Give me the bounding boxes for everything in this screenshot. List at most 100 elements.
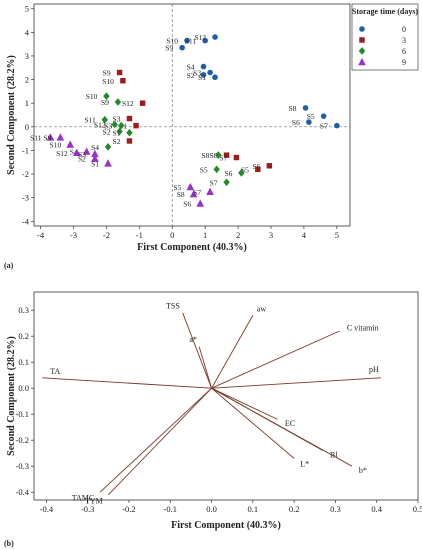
point-label: S5 <box>241 165 249 174</box>
data-point <box>56 133 65 141</box>
legend-marker <box>359 26 365 32</box>
legend-entry-label: 0 <box>402 25 406 34</box>
data-point <box>223 152 230 158</box>
data-point <box>206 187 214 195</box>
y-tick-label: -0.4 <box>16 487 30 497</box>
point-label: S5 <box>200 165 208 174</box>
data-point <box>202 37 208 44</box>
x-tick-label: 0.0 <box>206 504 217 514</box>
loading-vector <box>99 387 212 493</box>
y-tick-label: 0.0 <box>18 383 29 393</box>
data-point <box>196 199 205 207</box>
point-label: S7 <box>210 178 218 187</box>
loading-vector <box>198 346 212 389</box>
loading-vector <box>211 387 295 459</box>
point-label: S11 <box>185 37 197 46</box>
x-tick-label: 0 <box>170 230 174 240</box>
data-point <box>266 163 273 169</box>
data-point <box>104 143 112 151</box>
data-point <box>114 98 122 106</box>
loading-vector <box>182 312 212 389</box>
data-point <box>302 105 309 111</box>
y-tick-label: 0 <box>25 122 29 132</box>
x-tick-label: 0.4 <box>371 504 382 514</box>
x-tick-label: -4 <box>37 230 45 240</box>
data-point <box>186 182 195 191</box>
y-tick-label: -0.2 <box>16 435 29 445</box>
point-label: S10 <box>102 77 114 86</box>
y-tick-label: -0.1 <box>16 409 29 419</box>
data-point <box>212 74 218 81</box>
legend-entry-label: 3 <box>402 36 406 45</box>
pca-scores-panel: Second Component (28.2%) First Component… <box>4 3 418 270</box>
legend-marker <box>358 47 366 55</box>
y-tick-label: 1 <box>25 98 29 108</box>
y-tick-label: 2 <box>25 75 29 85</box>
x-tick-label: -0.4 <box>40 504 54 514</box>
point-label: S10 <box>50 141 62 150</box>
x-tick-label: 4 <box>302 230 307 240</box>
y-tick-label: -0.3 <box>16 461 29 471</box>
legend-entry-label: 6 <box>402 47 406 56</box>
vector-label: L* <box>300 460 309 469</box>
loading-vector <box>107 387 212 496</box>
point-label: S4 <box>187 63 195 72</box>
data-point <box>126 128 133 137</box>
loading-vector <box>211 330 340 389</box>
loadings-x-axis-title: First Component (40.3%) <box>171 520 281 531</box>
data-point <box>82 147 91 155</box>
point-label: S5 <box>173 183 181 192</box>
x-tick-label: 2 <box>236 230 240 240</box>
y-tick-label: 4 <box>25 27 30 37</box>
data-point <box>126 138 133 144</box>
data-point <box>189 189 198 198</box>
x-tick-label: 5 <box>335 230 339 240</box>
vector-label: TAMC <box>72 494 94 503</box>
point-label: S2 <box>113 137 121 146</box>
loading-vector <box>211 315 254 389</box>
data-point <box>103 92 110 100</box>
data-point <box>66 140 75 148</box>
point-label: S10 <box>86 92 98 101</box>
pca-loadings-panel: Second Component (28.2%) First Component… <box>4 291 422 548</box>
x-tick-label: -0.3 <box>81 504 94 514</box>
data-point <box>213 165 220 174</box>
vector-label: C vitamin <box>347 324 379 333</box>
point-label: S12 <box>56 149 68 158</box>
data-point <box>238 169 245 177</box>
legend-marker <box>359 37 365 43</box>
point-label: S3 <box>104 122 112 131</box>
data-point <box>120 78 126 84</box>
data-point <box>184 37 190 44</box>
data-point <box>255 166 261 173</box>
point-label: S1 <box>91 159 99 168</box>
data-point <box>200 72 207 78</box>
point-label: S4 <box>91 143 99 152</box>
point-label: S2 <box>103 128 111 137</box>
y-tick-label: 5 <box>25 4 29 14</box>
x-tick-label: 0.3 <box>330 504 341 514</box>
point-label: S12 <box>94 120 106 129</box>
data-point <box>72 148 81 156</box>
data-point <box>46 133 55 141</box>
data-point <box>215 151 222 159</box>
point-label: S2 <box>78 155 86 164</box>
point-label: S6 <box>252 162 260 171</box>
y-tick-label: -3 <box>22 193 29 203</box>
scores-x-axis-title: First Component (40.3%) <box>137 242 247 253</box>
point-label: S11 <box>30 133 42 142</box>
x-tick-label: 0.2 <box>289 504 300 514</box>
x-tick-label: -2 <box>103 230 110 240</box>
x-tick-label: -0.2 <box>122 504 135 514</box>
y-tick-label: 0.3 <box>18 305 29 315</box>
data-point <box>116 127 123 136</box>
point-label: S8 <box>210 151 218 160</box>
data-point <box>91 154 99 162</box>
data-point <box>111 120 118 129</box>
data-point <box>306 119 312 125</box>
point-label: S1 <box>198 73 206 82</box>
point-label: S1 <box>113 129 121 138</box>
x-tick-label: 3 <box>269 230 273 240</box>
data-point <box>320 113 327 119</box>
